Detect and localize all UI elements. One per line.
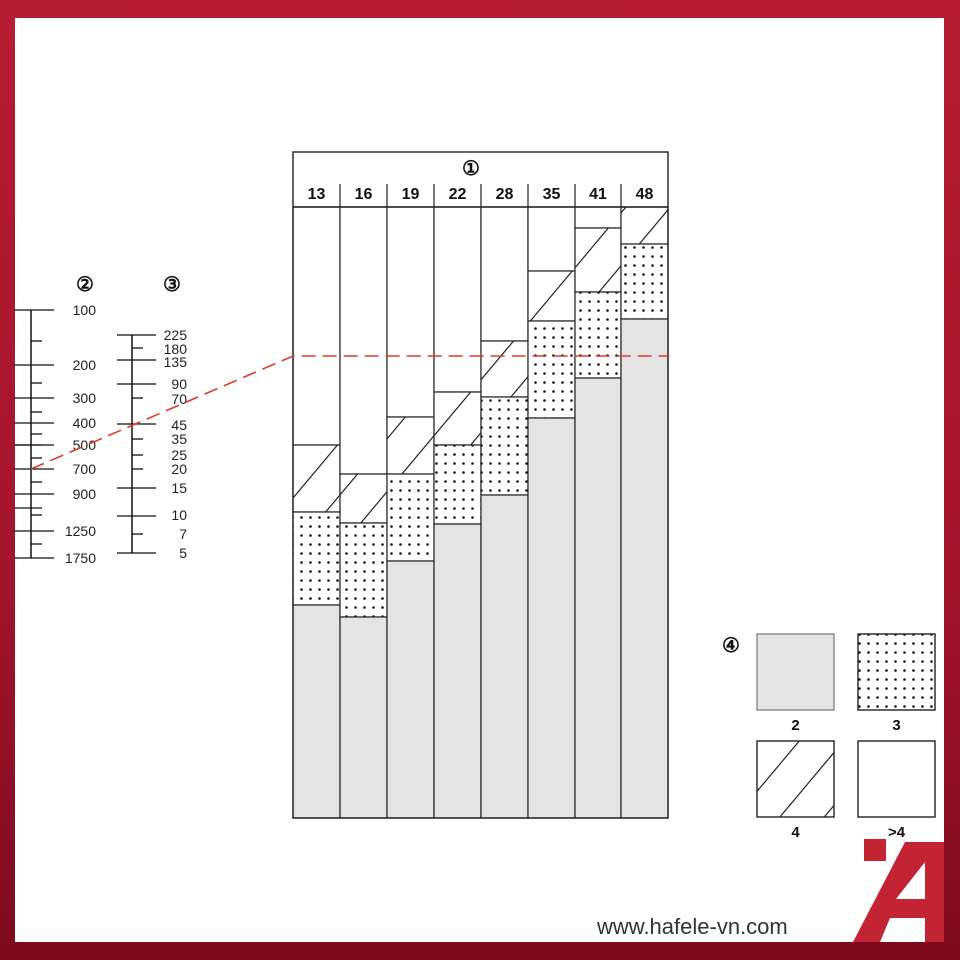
legend-swatch-gray [756,633,835,711]
legend-swatch-dots [857,633,936,711]
column-19: 19 [386,184,435,819]
column-16: 16 [339,184,388,819]
column-header: 13 [308,186,326,203]
logo [853,839,944,942]
scale-mid-label: 225 [164,327,188,343]
band-3 [433,444,482,525]
band-more-than-4 [292,206,341,446]
legend-label: 4 [791,824,800,841]
scale-left-label: 100 [73,302,97,318]
column-header: 41 [589,186,607,203]
band-3 [339,522,388,618]
column-header: 22 [449,186,467,203]
scale-mid-label: 70 [171,391,187,407]
band-2 [480,494,529,819]
column-header: 19 [402,186,420,203]
band-4 [620,206,669,245]
band-4 [527,270,576,322]
chart-border [292,151,669,819]
band-2 [527,417,576,819]
scale-mid-label: 15 [171,480,187,496]
band-2 [339,616,388,819]
legend-label: 3 [892,717,900,734]
band-more-than-4 [480,206,529,342]
legend: ④ 2 3 4 >4 [722,633,936,841]
band-more-than-4 [574,206,622,229]
column-48: 48 [620,184,669,819]
band-4 [480,340,529,398]
column-22: 22 [433,184,482,819]
band-4 [292,444,341,513]
scale-mid-label: 10 [171,507,187,523]
legend-swatch-hatch [756,740,835,818]
band-more-than-4 [386,206,435,418]
scale-left: ② 100 200 300 400 500 700 900 1250 1750 [14,274,96,566]
scale-mid-label: 5 [179,545,187,561]
column-header: 28 [496,186,514,203]
band-4 [433,391,482,446]
column-header: 16 [355,186,373,203]
band-3 [620,243,669,320]
legend-marker: ④ [722,635,740,657]
band-more-than-4 [433,206,482,393]
scale-mid-label: 35 [171,431,187,447]
band-more-than-4 [339,206,388,475]
band-3 [386,473,435,562]
band-2 [433,523,482,819]
column-grid: ① 13 16 19 22 28 35 41 48 [292,151,669,819]
column-41: 41 [574,184,622,819]
legend-label: 2 [791,717,799,734]
scale-mid-label: 45 [171,417,187,433]
column-header: 48 [636,186,654,203]
watermark-text: www.hafele-vn.com [596,914,788,939]
scale-left-label: 1250 [65,523,96,539]
band-3 [527,320,576,419]
band-more-than-4 [527,206,576,272]
scale-left-label: 500 [73,437,97,453]
band-2 [386,560,435,819]
band-3 [574,291,622,379]
scale-left-label: 300 [73,390,97,406]
scale-left-label: 700 [73,461,97,477]
scale-mid-label: 20 [171,461,187,477]
band-2 [620,318,669,819]
scale-left-marker: ② [76,274,94,296]
legend-swatch-white [857,740,936,818]
band-4 [339,473,388,524]
guide-line [30,355,668,470]
scale-mid-label: 7 [179,526,187,542]
column-35: 35 [527,184,576,819]
scale-mid-label: 135 [164,354,188,370]
band-2 [292,604,341,819]
column-28: 28 [480,184,529,819]
legend-label: >4 [888,824,906,841]
columns-marker: ① [462,158,480,180]
scale-mid-label: 90 [171,376,187,392]
column-13: 13 [292,186,341,819]
scale-mid-label: 25 [171,447,187,463]
scale-left-label: 1750 [65,550,96,566]
band-3 [480,396,529,496]
band-4 [574,227,622,293]
scale-left-label: 900 [73,486,97,502]
scale-mid-marker: ③ [163,274,181,296]
scale-mid-label: 180 [164,341,188,357]
band-2 [574,377,622,819]
band-4 [386,416,435,475]
scale-left-label: 200 [73,357,97,373]
band-3 [292,511,341,606]
scale-left-label: 400 [73,415,97,431]
column-header: 35 [543,186,561,203]
